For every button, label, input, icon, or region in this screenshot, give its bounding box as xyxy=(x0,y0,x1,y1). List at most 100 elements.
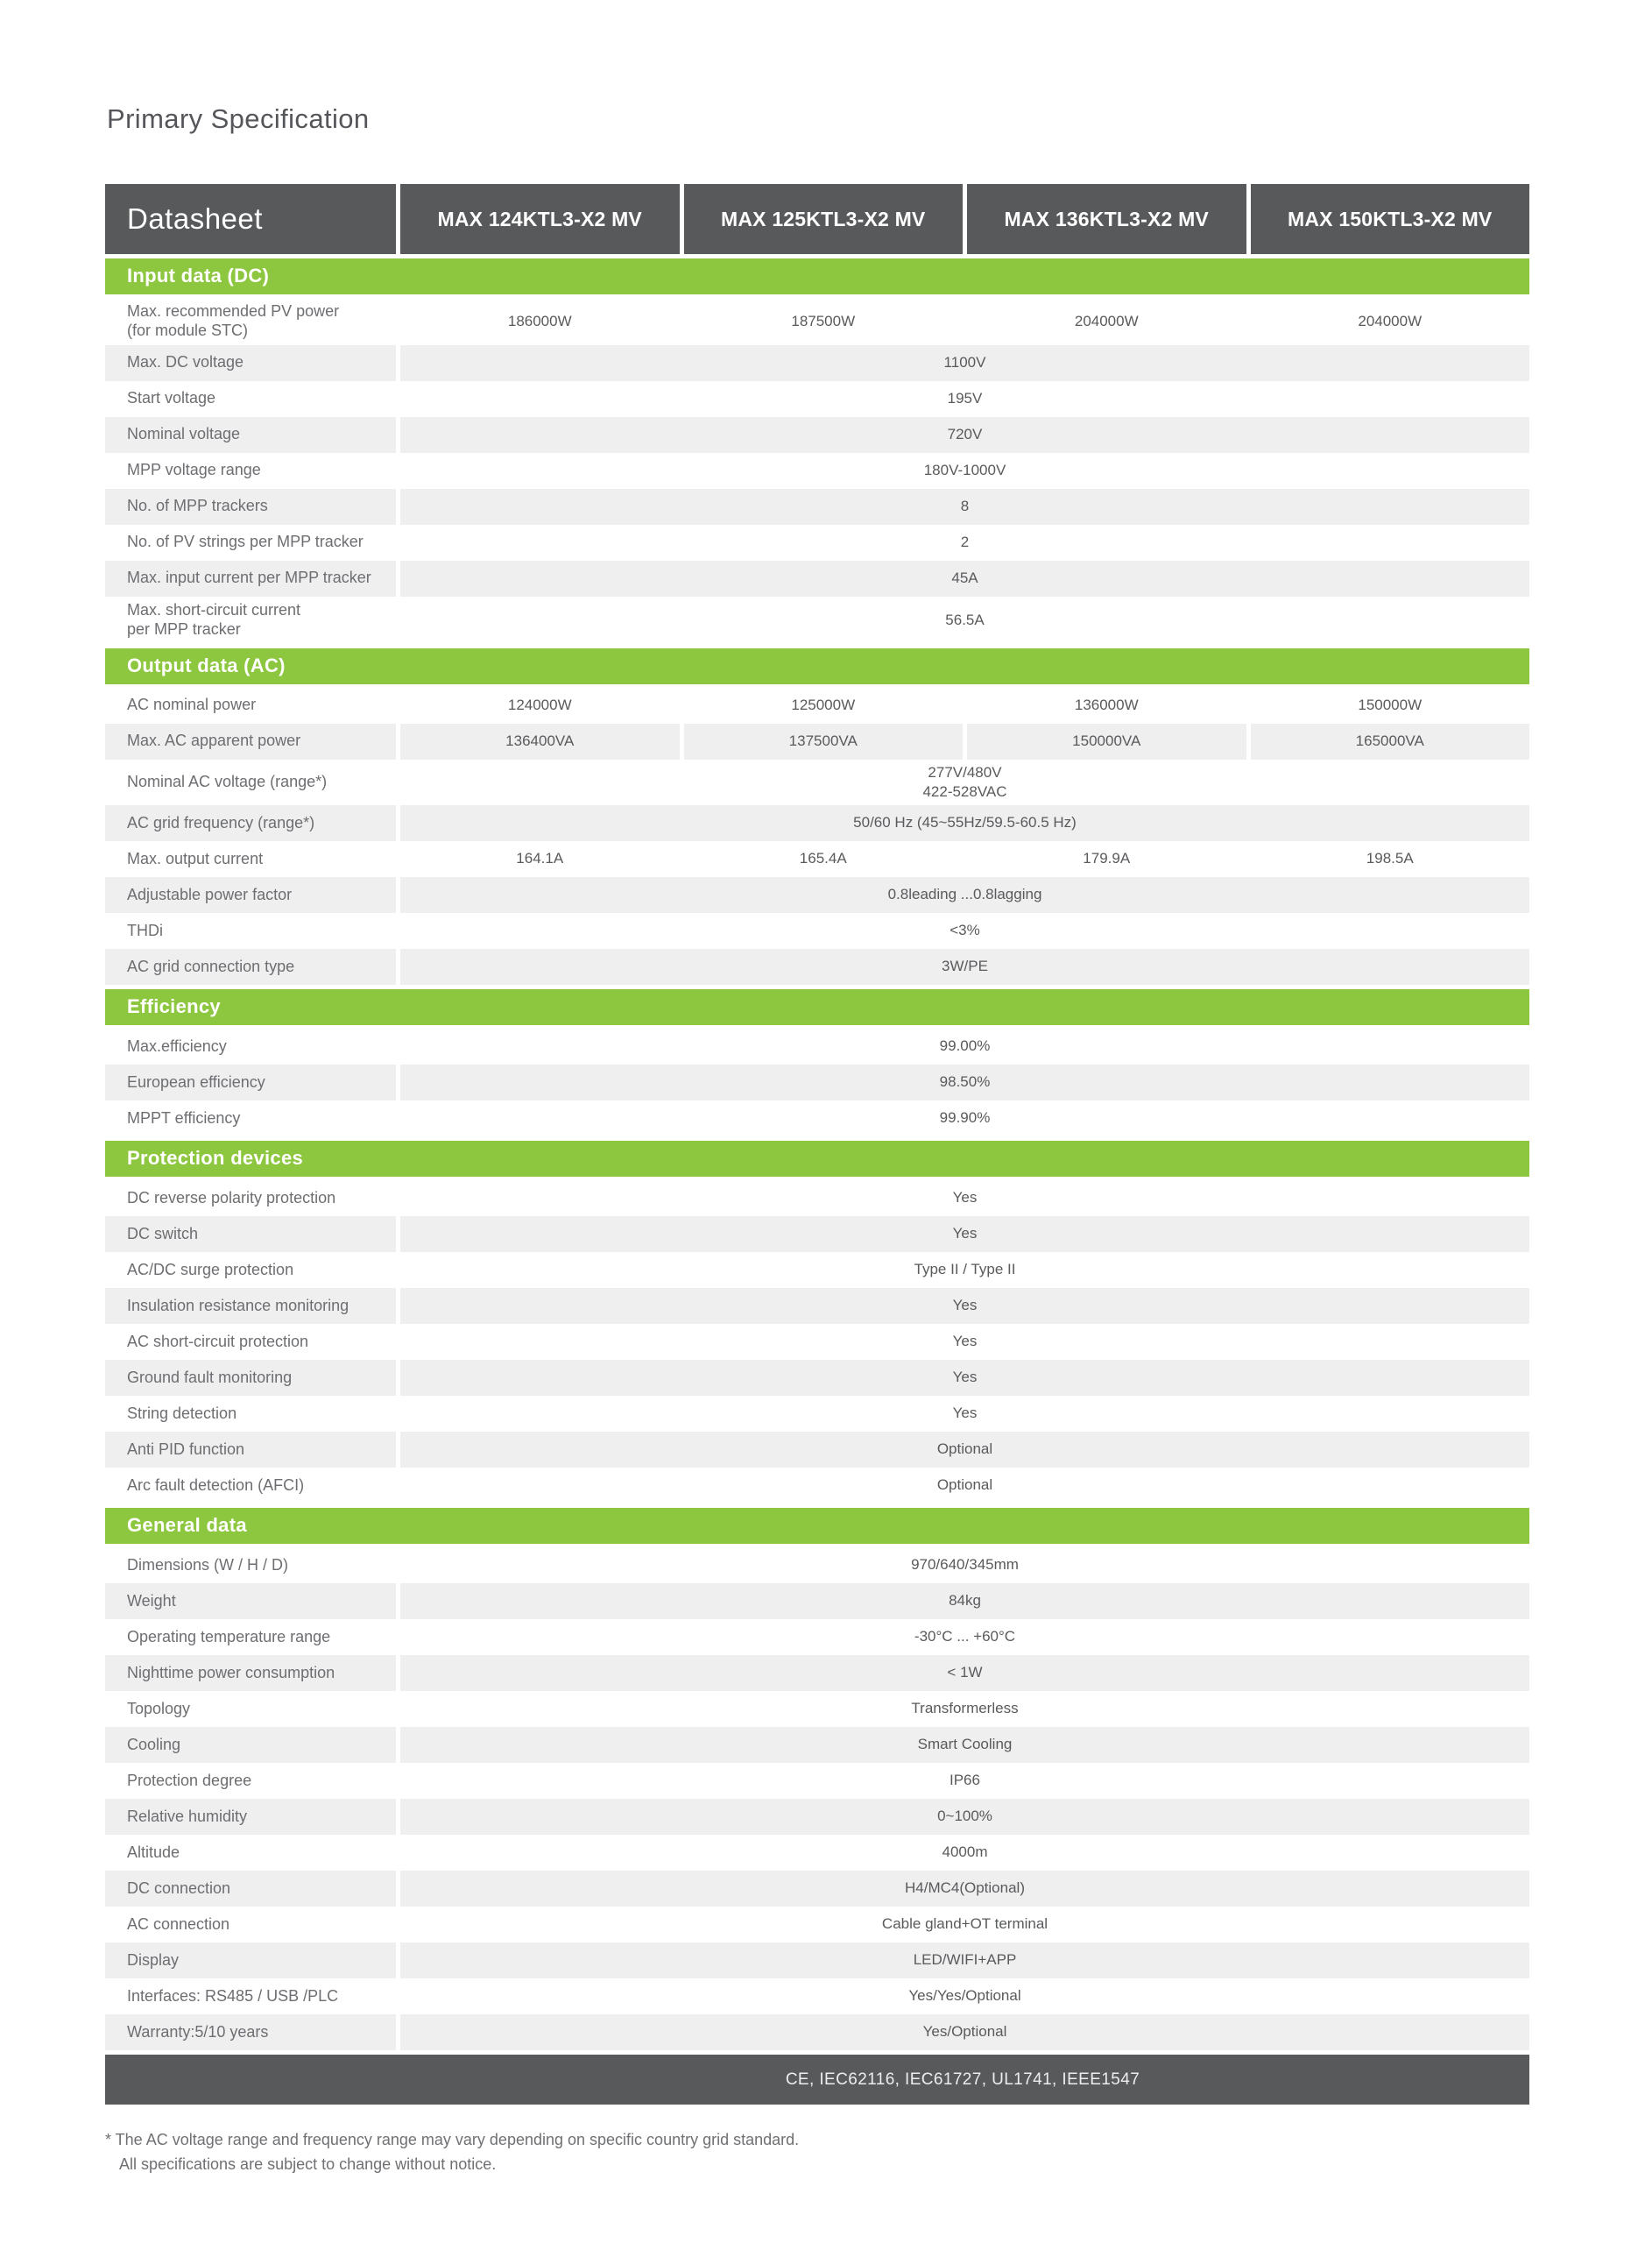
certifications-bar: CE, IEC62116, IEC61727, UL1741, IEEE1547 xyxy=(105,2055,1529,2105)
table-header-model-max-124ktl3-x2-mv: MAX 124KTL3-X2 MV xyxy=(400,184,680,254)
spec-label: Anti PID function xyxy=(105,1432,396,1468)
table-header-datasheet: Datasheet xyxy=(105,184,396,254)
spec-value-span: 4000m xyxy=(400,1835,1529,1871)
spec-row-ac-grid-connection-type: AC grid connection type 3W/PE xyxy=(105,949,1529,985)
spec-value-span: IP66 xyxy=(400,1763,1529,1799)
spec-row-adjustable-power-factor: Adjustable power factor 0.8leading ...0.8… xyxy=(105,877,1529,913)
table-header-model-max-125ktl3-x2-mv: MAX 125KTL3-X2 MV xyxy=(683,184,963,254)
spec-value-span: -30°C ... +60°C xyxy=(400,1619,1529,1655)
spec-value-span: 84kg xyxy=(400,1583,1529,1619)
spec-label: Interfaces: RS485 / USB /PLC xyxy=(105,1978,396,2014)
spec-row-start-voltage: Start voltage 195V xyxy=(105,380,1529,417)
spec-value-span: Yes/Yes/Optional xyxy=(400,1978,1529,2014)
spec-label: AC/DC surge protection xyxy=(105,1252,396,1288)
spec-label: No. of PV strings per MPP tracker xyxy=(105,524,396,561)
spec-label: Max. input current per MPP tracker xyxy=(105,560,396,597)
spec-row-warranty-5-10-years: Warranty:5/10 years Yes/Optional xyxy=(105,2014,1529,2050)
table-header-row: Datasheet MAX 124KTL3-X2 MV MAX 125KTL3-… xyxy=(105,184,1529,254)
spec-value-span: 1100V xyxy=(400,344,1529,381)
spec-value-span: < 1W xyxy=(400,1655,1529,1691)
spec-row-cooling: Cooling Smart Cooling xyxy=(105,1727,1529,1763)
spec-row-ac-short-circuit-protection: AC short-circuit protection Yes xyxy=(105,1324,1529,1360)
spec-label: Max. DC voltage xyxy=(105,344,396,381)
spec-row-no-of-pv-strings-per-mpp-tracker: No. of PV strings per MPP tracker 2 xyxy=(105,524,1529,561)
spec-value-span: Optional xyxy=(400,1432,1529,1468)
spec-label: Nominal voltage xyxy=(105,416,396,453)
spec-value: 125000W xyxy=(683,687,963,724)
spec-row-weight: Weight 84kg xyxy=(105,1583,1529,1619)
spec-label: Nominal AC voltage (range*) xyxy=(105,759,396,805)
spec-label: THDi xyxy=(105,913,396,949)
spec-value-span: 56.5A xyxy=(400,596,1529,644)
spec-row-dimensions-w-h-d: Dimensions (W / H / D) 970/640/345mm xyxy=(105,1547,1529,1583)
spec-row-operating-temperature-range: Operating temperature range -30°C ... +60… xyxy=(105,1619,1529,1655)
spec-label: Insulation resistance monitoring xyxy=(105,1288,396,1324)
spec-value-span: Yes xyxy=(400,1396,1529,1432)
spec-value: 150000W xyxy=(1250,687,1529,724)
spec-value-span: Yes/Optional xyxy=(400,2014,1529,2050)
spec-row-display: Display LED/WIFI+APP xyxy=(105,1942,1529,1978)
spec-value-span: 720V xyxy=(400,416,1529,453)
spec-row-interfaces-rs485-usb-plc: Interfaces: RS485 / USB /PLC Yes/Yes/Opti… xyxy=(105,1978,1529,2014)
spec-label: Protection degree xyxy=(105,1763,396,1799)
spec-value-span: 2 xyxy=(400,524,1529,561)
spec-sections: Input data (DC) Max. recommended PV power… xyxy=(105,258,1529,2050)
spec-label: DC switch xyxy=(105,1216,396,1252)
spec-label: Altitude xyxy=(105,1835,396,1871)
spec-label: Display xyxy=(105,1942,396,1978)
spec-table: Datasheet MAX 124KTL3-X2 MV MAX 125KTL3-… xyxy=(105,184,1529,2105)
spec-value: 165.4A xyxy=(683,841,963,877)
spec-value-span: 99.00% xyxy=(400,1029,1529,1065)
spec-row-dc-reverse-polarity-protection: DC reverse polarity protection Yes xyxy=(105,1180,1529,1216)
spec-label: Adjustable power factor xyxy=(105,877,396,913)
section-header-general-data: General data xyxy=(105,1508,1529,1544)
spec-value-span: Yes xyxy=(400,1288,1529,1324)
spec-value-span: <3% xyxy=(400,913,1529,949)
spec-value: 187500W xyxy=(683,298,963,345)
spec-row-max-efficiency: Max.efficiency 99.00% xyxy=(105,1029,1529,1065)
spec-label: MPPT efficiency xyxy=(105,1100,396,1136)
spec-row-max-ac-apparent-power: Max. AC apparent power 136400VA 137500VA 15… xyxy=(105,723,1529,760)
spec-value-span: 0~100% xyxy=(400,1799,1529,1835)
spec-row-dc-switch: DC switch Yes xyxy=(105,1216,1529,1252)
spec-label: Max. recommended PV power (for module ST… xyxy=(105,298,396,345)
spec-label: AC nominal power xyxy=(105,687,396,724)
spec-value: 136000W xyxy=(967,687,1246,724)
spec-row-max-short-circuit-current-per-mpp-tracker: Max. short-circuit current per MPP track… xyxy=(105,596,1529,644)
spec-value-span: 3W/PE xyxy=(400,949,1529,985)
spec-label: Arc fault detection (AFCI) xyxy=(105,1468,396,1504)
spec-row-topology: Topology Transformerless xyxy=(105,1691,1529,1727)
spec-row-max-recommended-pv-power-for-module-stc: Max. recommended PV power (for module ST… xyxy=(105,298,1529,345)
spec-value-span: 0.8leading ...0.8lagging xyxy=(400,877,1529,913)
spec-label: Ground fault monitoring xyxy=(105,1360,396,1396)
spec-label: Max. AC apparent power xyxy=(105,723,396,760)
spec-value-span: 50/60 Hz (45~55Hz/59.5-60.5 Hz) xyxy=(400,805,1529,841)
spec-value-span: Yes xyxy=(400,1360,1529,1396)
spec-value-span: H4/MC4(Optional) xyxy=(400,1871,1529,1907)
spec-row-string-detection: String detection Yes xyxy=(105,1396,1529,1432)
table-header-model-max-150ktl3-x2-mv: MAX 150KTL3-X2 MV xyxy=(1250,184,1529,254)
spec-label: European efficiency xyxy=(105,1065,396,1100)
spec-label: No. of MPP trackers xyxy=(105,488,396,525)
spec-value-span: 99.90% xyxy=(400,1100,1529,1136)
spec-row-thdi: THDi <3% xyxy=(105,913,1529,949)
spec-value: 124000W xyxy=(400,687,680,724)
spec-value: 164.1A xyxy=(400,841,680,877)
spec-label: Start voltage xyxy=(105,380,396,417)
spec-row-relative-humidity: Relative humidity 0~100% xyxy=(105,1799,1529,1835)
footnote-ac-voltage: * The AC voltage range and frequency ran… xyxy=(105,2131,800,2148)
spec-value-span: 45A xyxy=(400,560,1529,597)
spec-value: 150000VA xyxy=(967,723,1246,760)
spec-row-arc-fault-detection-afci: Arc fault detection (AFCI) Optional xyxy=(105,1468,1529,1504)
spec-label: AC short-circuit protection xyxy=(105,1324,396,1360)
spec-label: Max.efficiency xyxy=(105,1029,396,1065)
section-header-output-data-ac: Output data (AC) xyxy=(105,647,1529,684)
spec-label: AC grid frequency (range*) xyxy=(105,805,396,841)
spec-value-span: 8 xyxy=(400,488,1529,525)
spec-value-span: Transformerless xyxy=(400,1691,1529,1727)
spec-row-dc-connection: DC connection H4/MC4(Optional) xyxy=(105,1871,1529,1907)
spec-row-protection-degree: Protection degree IP66 xyxy=(105,1763,1529,1799)
spec-row-ac-nominal-power: AC nominal power 124000W 125000W 136000W 150… xyxy=(105,687,1529,724)
spec-row-altitude: Altitude 4000m xyxy=(105,1835,1529,1871)
spec-label: DC reverse polarity protection xyxy=(105,1180,396,1216)
